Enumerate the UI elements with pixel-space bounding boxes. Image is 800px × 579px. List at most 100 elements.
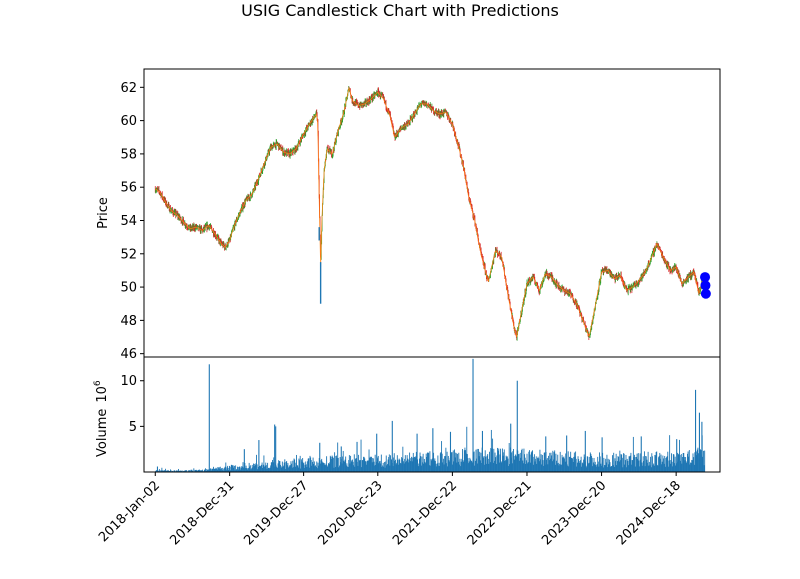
volume-bar xyxy=(425,463,427,472)
volume-bar xyxy=(329,455,331,472)
volume-bar xyxy=(241,466,243,472)
volume-bar xyxy=(505,455,507,472)
volume-bar xyxy=(681,463,683,472)
volume-bar xyxy=(390,459,392,472)
volume-bar xyxy=(567,465,569,472)
volume-bar xyxy=(644,466,646,472)
volume-bar xyxy=(525,463,527,472)
volume-bar xyxy=(367,460,369,472)
volume-bar xyxy=(636,453,638,472)
volume-bar xyxy=(310,460,312,472)
volume-bar xyxy=(444,456,446,472)
volume-bar xyxy=(273,457,275,472)
volume-bar xyxy=(388,454,390,472)
volume-bar xyxy=(663,463,665,472)
volume-spike-bar xyxy=(640,436,642,472)
volume-bar xyxy=(176,470,178,472)
volume-bar xyxy=(227,470,229,472)
volume-spike-bar xyxy=(243,449,245,472)
volume-bar xyxy=(240,467,242,472)
volume-bar xyxy=(501,461,503,472)
volume-bar xyxy=(482,457,484,472)
volume-bar xyxy=(651,453,653,472)
volume-panel-frame xyxy=(143,356,721,473)
volume-bar xyxy=(433,452,435,472)
volume-bar xyxy=(232,465,234,472)
volume-bar xyxy=(590,454,592,472)
volume-bar xyxy=(420,456,422,472)
volume-spike-bar xyxy=(481,430,483,472)
volume-bar xyxy=(342,456,344,472)
volume-bar xyxy=(556,460,557,472)
volume-bar xyxy=(304,467,305,472)
volume-bar xyxy=(190,469,192,472)
volume-bar xyxy=(658,457,660,472)
volume-bar xyxy=(626,467,628,472)
volume-bar xyxy=(677,454,679,472)
volume-bar xyxy=(185,470,187,472)
volume-bar xyxy=(414,456,415,472)
volume-bar xyxy=(286,460,288,472)
volume-bar xyxy=(377,455,379,472)
volume-bar xyxy=(348,459,350,472)
volume-bar xyxy=(365,461,367,472)
volume-bar xyxy=(540,459,541,472)
volume-bar xyxy=(456,462,458,472)
volume-bar xyxy=(230,470,232,472)
volume-bar xyxy=(177,470,179,472)
volume-bar xyxy=(607,458,609,472)
volume-bar xyxy=(224,467,226,472)
volume-bar xyxy=(299,460,301,472)
volume-bar xyxy=(533,464,535,472)
volume-bar xyxy=(565,453,567,472)
volume-bar xyxy=(618,461,620,472)
volume-bar xyxy=(192,470,194,472)
volume-bar xyxy=(182,470,184,472)
volume-bar xyxy=(530,462,532,472)
price-plot-area xyxy=(144,69,720,357)
volume-bar xyxy=(262,464,264,472)
volume-bar xyxy=(672,466,674,472)
volume-bar xyxy=(314,466,316,472)
price-tick-label: 48 xyxy=(120,314,137,329)
volume-bar xyxy=(299,455,301,472)
prediction-point xyxy=(700,272,711,283)
volume-bar xyxy=(535,458,537,472)
volume-bar xyxy=(320,463,321,472)
volume-panel: 510 Volume106 xyxy=(93,356,721,473)
volume-bar xyxy=(560,464,562,472)
volume-bar xyxy=(650,456,652,472)
volume-bar xyxy=(624,464,626,472)
volume-bar xyxy=(243,467,245,472)
volume-bar xyxy=(359,460,361,472)
volume-bar xyxy=(345,465,347,472)
volume-bar xyxy=(167,469,169,472)
volume-bar xyxy=(526,453,528,472)
volume-bar xyxy=(334,452,336,472)
volume-bar xyxy=(222,470,224,472)
volume-bar xyxy=(509,464,511,472)
price-tick-label: 60 xyxy=(120,114,137,129)
volume-bar xyxy=(488,463,490,472)
volume-bar xyxy=(205,470,207,472)
volume-bar xyxy=(321,461,323,472)
volume-bar xyxy=(219,466,221,472)
volume-bar xyxy=(294,459,296,472)
volume-bar xyxy=(178,470,180,472)
volume-bar xyxy=(642,456,644,472)
volume-bar xyxy=(648,461,650,472)
volume-bar xyxy=(503,449,505,472)
volume-bar xyxy=(383,461,385,472)
volume-bar xyxy=(669,435,671,472)
volume-bar xyxy=(238,466,240,472)
volume-bar xyxy=(624,460,626,472)
volume-bar xyxy=(233,466,235,472)
volume-bar xyxy=(696,449,698,472)
volume-bar xyxy=(571,457,573,472)
volume-bar xyxy=(479,460,481,472)
volume-bar xyxy=(527,463,529,472)
volume-bar xyxy=(605,462,607,472)
volume-bar xyxy=(221,470,223,472)
volume-bar xyxy=(461,458,463,472)
volume-bar xyxy=(631,464,632,472)
